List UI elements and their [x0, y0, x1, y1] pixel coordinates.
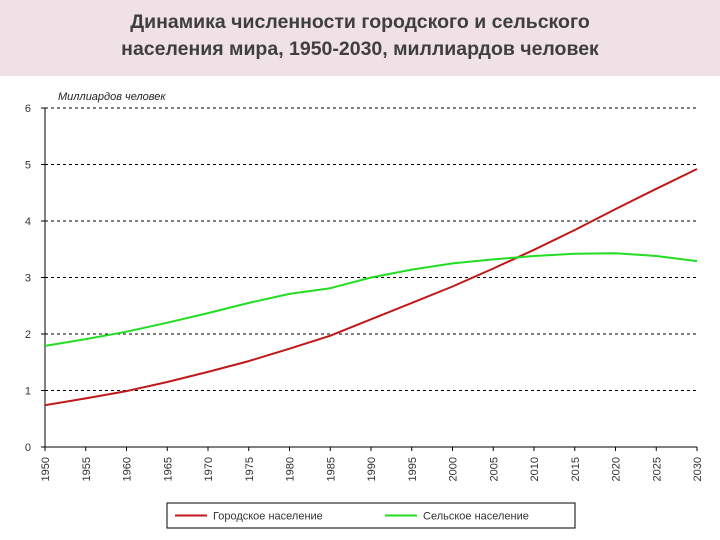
y-tick-labels: 0 1 2 3 4 5 6 [25, 103, 31, 454]
x-tick-label: 1955 [81, 457, 93, 481]
urban-population-line [44, 168, 698, 407]
y-axis-label: Миллиардов человек [58, 91, 166, 103]
y-tick-label: 1 [25, 386, 31, 398]
x-tick-label: 1980 [285, 457, 297, 481]
x-tick-label: 1970 [203, 457, 215, 481]
axes [41, 107, 698, 451]
x-tick-label: 2025 [651, 457, 663, 481]
x-tick-label: 2020 [611, 457, 623, 481]
x-tick-label: 1990 [366, 457, 378, 481]
x-tick-label: 2010 [529, 457, 541, 481]
legend-label-rural: Сельское население [423, 511, 529, 523]
x-tick-label: 1995 [407, 457, 419, 481]
legend: Городское население Сельское население [166, 502, 576, 529]
x-tick-labels: 1950 1955 1960 1965 1970 1975 1980 1985 1990 1995… [40, 457, 704, 481]
gridlines [45, 107, 697, 391]
x-tick-label: 2015 [570, 457, 582, 481]
y-tick-label: 0 [25, 442, 31, 454]
chart-title-line2: населения мира, 1950-2030, миллиардов че… [121, 38, 599, 60]
rural-population-line [44, 252, 698, 347]
y-tick-label: 4 [25, 216, 31, 228]
x-tick-label: 1960 [122, 457, 134, 481]
x-tick-label: 1985 [325, 457, 337, 481]
x-tick-label: 1965 [162, 457, 174, 481]
x-tick-label: 2030 [692, 457, 704, 481]
y-tick-label: 2 [25, 329, 31, 341]
series-lines [44, 168, 698, 407]
y-tick-label: 6 [25, 103, 31, 115]
y-tick-label: 3 [25, 273, 31, 285]
x-tick-label: 1950 [40, 457, 52, 481]
chart-title: Динамика численности городского и сельск… [0, 9, 720, 63]
legend-box [166, 502, 576, 529]
x-tick-label: 2000 [448, 457, 460, 481]
chart-title-line1: Динамика численности городского и сельск… [130, 11, 590, 33]
y-tick-label: 5 [25, 160, 31, 172]
title-band [0, 0, 720, 76]
x-tick-label: 2005 [488, 457, 500, 481]
legend-label-urban: Городское население [213, 511, 323, 523]
x-tick-label: 1975 [244, 457, 256, 481]
